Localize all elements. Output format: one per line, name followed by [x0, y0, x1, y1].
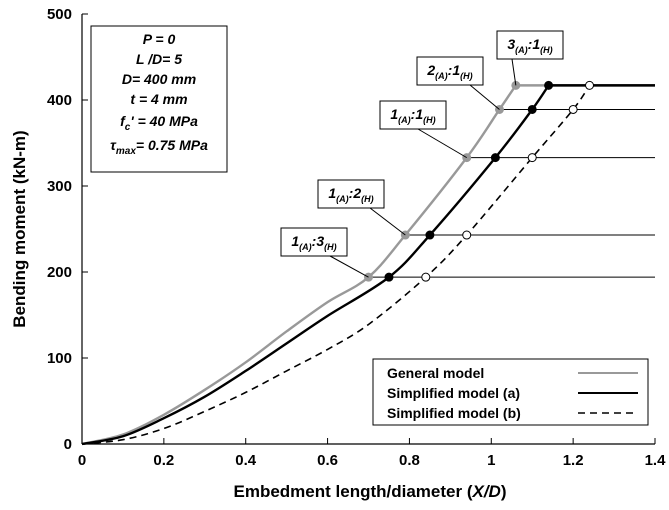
simplified-model-b-marker — [527, 153, 537, 163]
y-tick-label: 300 — [47, 178, 72, 195]
param-t: t = 4 mm — [130, 91, 187, 107]
general-model-line — [81, 84, 655, 446]
legend-label-simplified-a: Simplified model (a) — [387, 385, 520, 401]
legend: General model Simplified model (a) Simpl… — [372, 358, 649, 426]
x-tick-label: 0.2 — [153, 452, 174, 469]
legend-label-general: General model — [387, 365, 484, 381]
param-tau: τmax= 0.75 MPa — [110, 137, 208, 157]
annotation-label: 1(A):3(H) — [291, 233, 336, 252]
x-tick-label: 0.6 — [317, 452, 338, 469]
param-p: P = 0 — [143, 31, 176, 47]
simplified-model-a-marker — [544, 80, 554, 90]
annotation-label: 1(A):2(H) — [328, 185, 373, 204]
parameter-box: P = 0 L /D= 5 D= 400 mm t = 4 mm fc' = 4… — [90, 25, 228, 173]
annotation-2a-1h: 2(A):1(H) — [416, 56, 500, 110]
annotation-label: 3(A):1(H) — [507, 36, 552, 55]
y-tick-label: 500 — [47, 6, 72, 23]
simplified-model-b-marker — [462, 230, 472, 240]
simplified-model-a-marker — [490, 153, 500, 163]
x-axis-title: Embedment length/diameter (X/D) — [234, 482, 507, 501]
simplified-model-a-marker — [384, 272, 394, 282]
x-tick-label: 0.8 — [399, 452, 420, 469]
x-tick-label: 1 — [487, 452, 495, 469]
annotation-1a-1h: 1(A):1(H) — [379, 100, 467, 159]
legend-label-simplified-b: Simplified model (b) — [387, 405, 521, 421]
y-axis-title: Bending moment (kN-m) — [10, 130, 29, 327]
y-tick-label: 400 — [47, 92, 72, 109]
simplified-model-b-marker — [421, 272, 431, 282]
param-d: D= 400 mm — [122, 71, 196, 87]
annotation-label: 2(A):1(H) — [426, 62, 472, 81]
annotation-label: 1(A):1(H) — [390, 106, 435, 125]
x-tick-label: 0 — [78, 452, 86, 469]
simplified-model-a-marker — [527, 104, 537, 114]
simplified-model-b-marker — [568, 104, 578, 114]
annotation-3a-1h: 3(A):1(H) — [496, 30, 564, 86]
y-tick-label: 200 — [47, 264, 72, 281]
x-tick-label: 1.2 — [563, 452, 584, 469]
param-fc: fc' = 40 MPa — [120, 113, 198, 133]
simplified-model-b-marker — [585, 80, 595, 90]
annotation-1a-3h: 1(A):3(H) — [280, 227, 369, 278]
x-tick-label: 1.4 — [645, 452, 667, 469]
y-tick-label: 100 — [47, 350, 72, 367]
simplified-model-a-marker — [425, 230, 435, 240]
param-ld: L /D= 5 — [136, 51, 182, 67]
x-tick-label: 0.4 — [235, 452, 257, 469]
annotation-1a-2h: 1(A):2(H) — [317, 179, 406, 236]
y-tick-label: 0 — [64, 436, 72, 453]
simplified-model-a-line — [81, 84, 655, 446]
